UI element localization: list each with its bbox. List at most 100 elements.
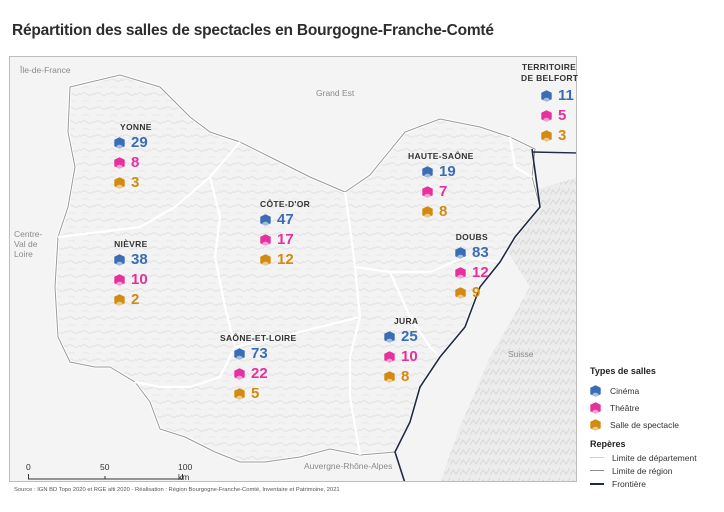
theatre-icon <box>455 267 466 279</box>
dept-haute-saone: HAUTE-SAÔNE 19 7 8 <box>408 151 474 222</box>
theatre-count: 17 <box>277 231 294 248</box>
theatre-icon <box>541 110 552 122</box>
dept-name: NIÈVRE <box>114 239 148 249</box>
label-centre-val-de-loire: Centre- Val de Loire <box>14 229 43 259</box>
cinema-count: 29 <box>131 134 148 151</box>
cinema-icon <box>455 247 466 259</box>
theatre-count: 5 <box>558 107 567 124</box>
salle-count: 2 <box>131 291 140 308</box>
label-auvergne-rhone-alpes: Auvergne-Rhône-Alpes <box>304 461 393 471</box>
scale-bar: 0 50 100 km <box>22 462 192 482</box>
theatre-icon <box>590 402 601 414</box>
legend: Types de salles Cinéma Théâtre Salle de … <box>590 366 724 490</box>
dept-yonne: YONNE 29 8 3 <box>114 122 152 193</box>
legend-limite-departement: Limite de département <box>590 451 724 464</box>
theatre-icon <box>260 234 271 246</box>
cinema-count: 47 <box>277 211 294 228</box>
salle-count: 3 <box>558 127 567 144</box>
cinema-icon <box>260 214 271 226</box>
cinema-count: 38 <box>131 251 148 268</box>
theatre-icon <box>114 157 125 169</box>
salle-icon <box>384 371 395 383</box>
salle-icon <box>455 287 466 299</box>
cinema-icon <box>114 254 125 266</box>
salle-icon <box>422 206 433 218</box>
salle-count: 12 <box>277 251 294 268</box>
dept-cote-dor: CÔTE-D'OR 47 17 12 <box>260 199 310 270</box>
cinema-count: 25 <box>401 328 418 345</box>
salle-count: 8 <box>401 368 410 385</box>
cinema-icon <box>541 90 552 102</box>
cinema-count: 19 <box>439 163 456 180</box>
dept-name: CÔTE-D'OR <box>260 199 311 209</box>
cinema-icon <box>590 385 601 397</box>
legend-limite-region-label: Limite de région <box>612 465 673 476</box>
theatre-count: 8 <box>131 154 140 171</box>
map-title: Répartition des salles de spectacles en … <box>12 22 494 39</box>
theatre-count: 22 <box>251 365 268 382</box>
country-border <box>394 148 541 481</box>
label-grand-est: Grand Est <box>316 88 355 98</box>
salle-icon <box>234 388 245 400</box>
salle-count: 3 <box>131 174 140 191</box>
legend-salle: Salle de spectacle <box>590 416 724 433</box>
salle-icon <box>114 294 125 306</box>
legend-cinema-label: Cinéma <box>610 385 640 396</box>
scale-label-100: 100 km <box>178 462 193 482</box>
salle-count: 5 <box>251 385 260 402</box>
legend-frontiere-label: Frontière <box>612 478 647 489</box>
scale-line <box>28 474 183 480</box>
legend-types-title: Types de salles <box>590 366 656 376</box>
cinema-count: 83 <box>472 244 489 261</box>
legend-theatre-label: Théâtre <box>610 402 640 413</box>
dept-name-line1: TERRITOIRE <box>521 62 577 72</box>
theatre-count: 10 <box>401 348 418 365</box>
theatre-icon <box>234 368 245 380</box>
theatre-icon <box>422 186 433 198</box>
salle-icon <box>260 254 271 266</box>
cinema-icon <box>384 331 395 343</box>
cinema-icon <box>234 348 245 360</box>
scale-label-0: 0 <box>26 462 31 472</box>
legend-cinema: Cinéma <box>590 382 724 399</box>
cinema-count: 73 <box>251 345 268 362</box>
border-swatch <box>590 482 604 485</box>
theatre-count: 10 <box>131 271 148 288</box>
theatre-icon <box>114 274 125 286</box>
salle-count: 8 <box>439 203 448 220</box>
legend-limite-departement-label: Limite de département <box>612 452 697 463</box>
dept-name: DOUBS <box>455 232 488 242</box>
theatre-count: 12 <box>472 264 489 281</box>
dept-name: YONNE <box>120 122 152 132</box>
dept-saone-et-loire: SAÔNE-ET-LOIRE 73 22 5 <box>220 333 296 404</box>
dept-nievre: NIÈVRE 38 10 2 <box>114 239 148 310</box>
cinema-icon <box>422 166 433 178</box>
legend-salle-label: Salle de spectacle <box>610 419 679 430</box>
cinema-count: 11 <box>558 87 574 104</box>
dept-name: SAÔNE-ET-LOIRE <box>220 333 297 343</box>
theatre-icon <box>384 351 395 363</box>
dept-jura: JURA 25 10 8 <box>384 316 418 387</box>
salle-icon <box>114 177 125 189</box>
salle-icon <box>590 419 601 431</box>
salle-count: 9 <box>472 284 481 301</box>
map-background <box>10 57 576 481</box>
scale-label-50: 50 <box>100 462 110 472</box>
legend-theatre: Théâtre <box>590 399 724 416</box>
dept-doubs: DOUBS 83 12 9 <box>455 232 489 303</box>
legend-frontiere: Frontière <box>590 477 724 490</box>
legend-reperes-title: Repères <box>590 439 626 449</box>
label-suisse: Suisse <box>508 349 534 359</box>
salle-icon <box>541 130 552 142</box>
legend-limite-region: Limite de région <box>590 464 724 477</box>
cinema-icon <box>114 137 125 149</box>
region-limit-swatch <box>590 470 604 471</box>
dept-name: JURA <box>394 316 419 326</box>
dept-name-line2: DE BELFORT <box>521 73 579 83</box>
map-frame: Île-de-France Grand Est Centre- Val de L… <box>9 56 577 482</box>
dept-name: HAUTE-SAÔNE <box>408 151 474 161</box>
label-ile-de-france: Île-de-France <box>20 65 71 75</box>
department-limits <box>57 136 533 456</box>
dept-limit-swatch <box>590 457 604 458</box>
dept-territoire-de-belfort: TERRITOIRE DE BELFORT 11 5 3 <box>521 62 579 146</box>
